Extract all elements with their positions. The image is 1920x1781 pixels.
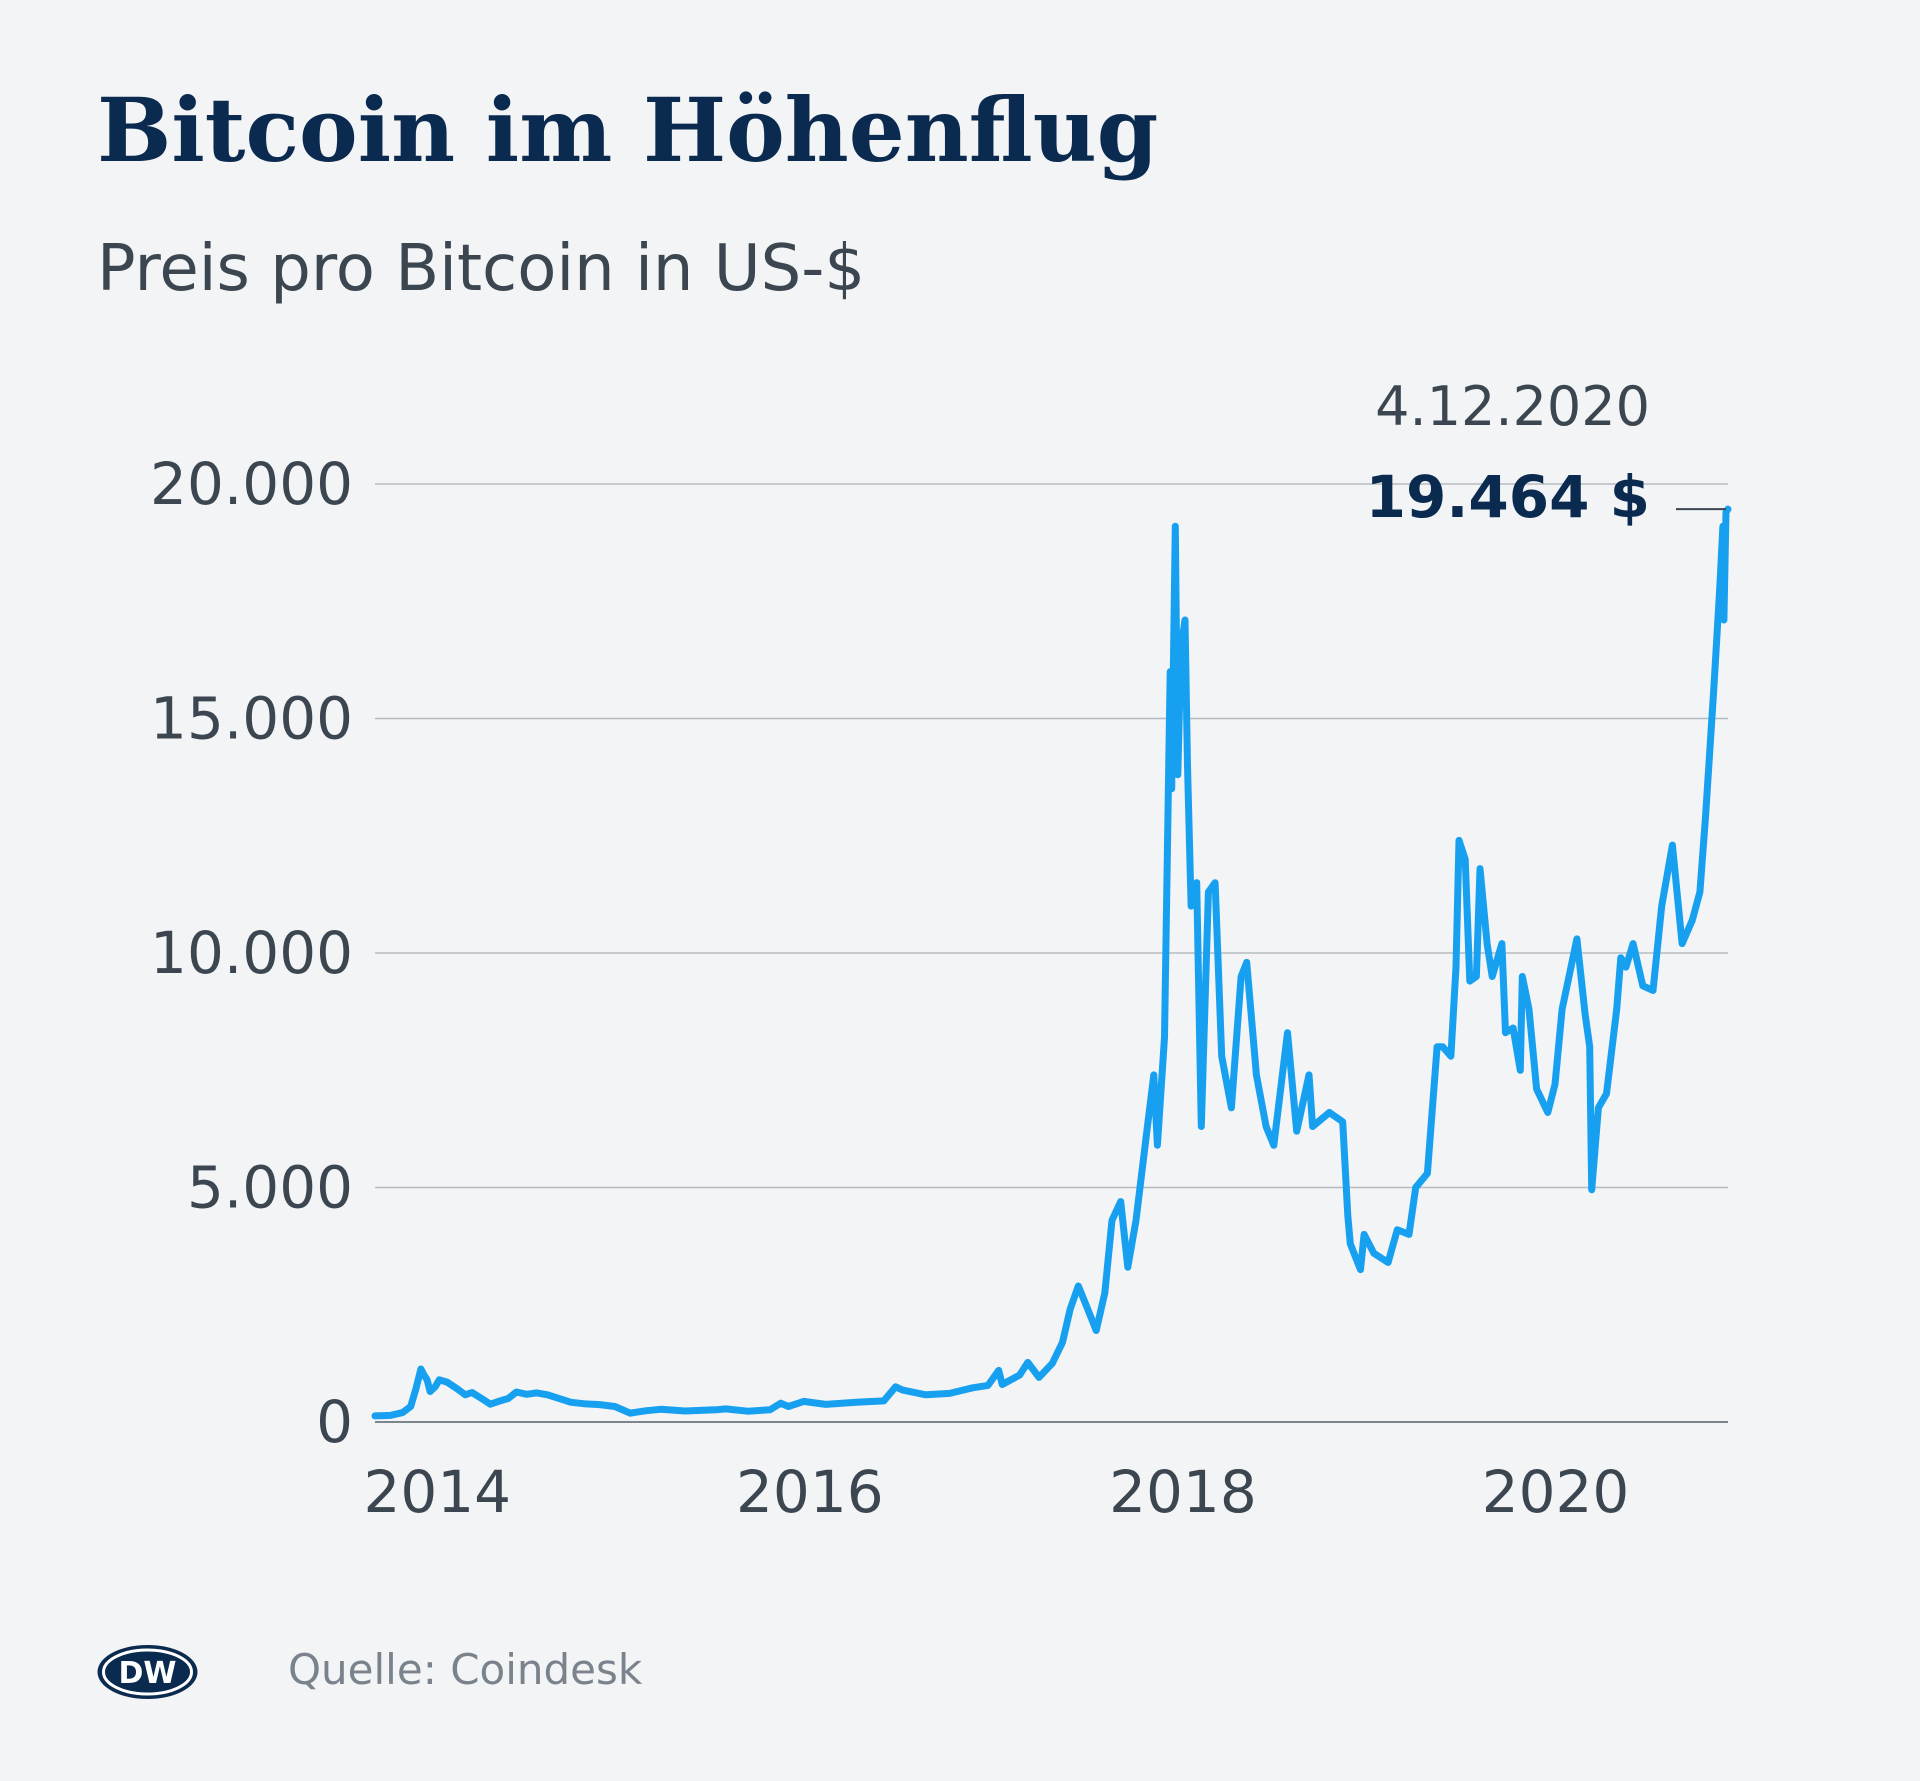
annotation-value: 19.464 $ [1366,463,1650,531]
price-line [371,505,1732,1420]
x-tick-label: 2016 [736,1458,884,1526]
x-axis-ticks: 2014 2016 2018 2020 [363,1458,1629,1526]
x-tick-label: 2014 [363,1458,511,1526]
x-tick-label: 2020 [1482,1458,1630,1526]
y-tick-label: 15.000 [150,685,353,753]
y-tick-label: 5.000 [187,1154,353,1222]
gridlines [375,483,1728,1423]
source-note: Quelle: Coindesk [288,1645,643,1694]
chart-subtitle: Preis pro Bitcoin in US-$ [97,232,866,306]
y-tick-label: 10.000 [150,919,353,987]
logo-text: DW [119,1656,177,1691]
y-tick-label: 20.000 [150,450,353,518]
chart-title: Bitcoin im Höhenflug [97,78,1159,182]
dw-logo: DW [97,1645,198,1699]
annotation-date: 4.12.2020 [1375,375,1650,438]
x-tick-label: 2018 [1109,1458,1257,1526]
y-tick-label: 0 [316,1388,353,1456]
y-axis-ticks: 0 5.000 10.000 15.000 20.000 [150,450,353,1456]
